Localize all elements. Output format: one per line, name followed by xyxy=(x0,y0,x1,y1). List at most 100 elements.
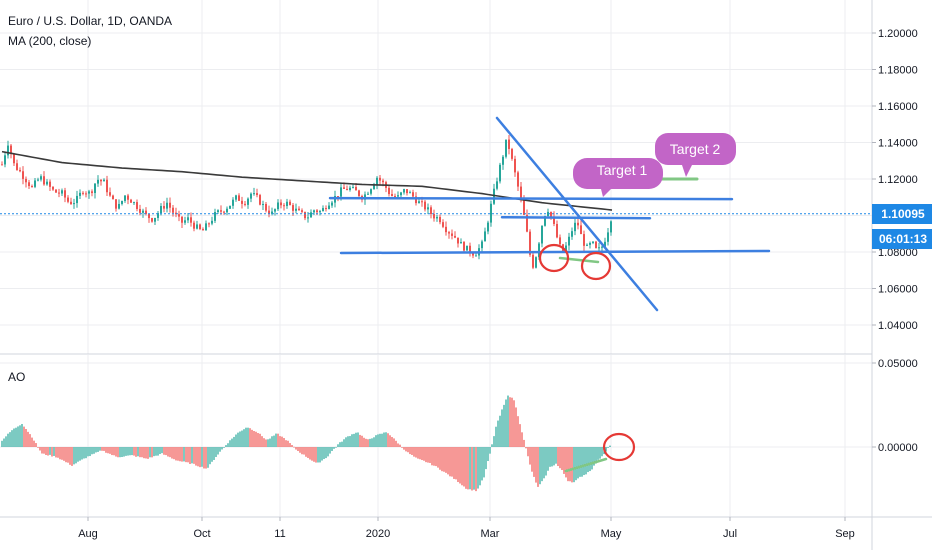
ao-bar xyxy=(361,435,363,447)
candle xyxy=(508,135,510,155)
ao-bar xyxy=(571,447,573,483)
candle xyxy=(358,189,360,198)
candle xyxy=(64,187,66,203)
candle xyxy=(232,197,234,209)
candle xyxy=(367,191,369,195)
candle xyxy=(502,155,504,170)
ao-bar xyxy=(35,443,37,447)
ao-bar xyxy=(337,444,339,447)
ao-bar xyxy=(405,447,407,452)
ao-bar xyxy=(161,447,163,454)
ao-bar xyxy=(55,447,57,458)
ao-bar xyxy=(461,447,463,486)
ao-bar xyxy=(217,447,219,455)
candle xyxy=(406,189,408,196)
ao-bar xyxy=(59,447,61,460)
candle xyxy=(331,200,333,208)
ao-bar xyxy=(27,431,29,447)
ao-bar xyxy=(71,447,73,466)
candle xyxy=(61,188,63,196)
ao-bar xyxy=(123,447,125,457)
ao-bar xyxy=(47,447,49,456)
candle xyxy=(310,209,312,218)
ao-bar xyxy=(493,436,495,447)
indicator-title[interactable]: MA (200, close) xyxy=(8,34,91,48)
candle xyxy=(397,191,399,198)
candle xyxy=(556,220,558,239)
ao-bar xyxy=(489,447,491,454)
ao-bar xyxy=(281,436,283,447)
time-tick-label: Jul xyxy=(723,528,737,540)
ao-bar xyxy=(297,447,299,452)
ao-bar xyxy=(109,447,111,454)
ao-title[interactable]: AO xyxy=(8,370,25,384)
ao-bar xyxy=(283,438,285,447)
candle xyxy=(430,205,432,219)
candle xyxy=(154,217,156,225)
ao-bar xyxy=(251,429,253,447)
candle xyxy=(76,190,78,208)
ao-bar xyxy=(233,436,235,447)
candle xyxy=(490,200,492,227)
ao-bar xyxy=(305,447,307,457)
candle xyxy=(313,209,315,215)
candle xyxy=(172,204,174,217)
candle xyxy=(277,199,279,211)
ao-bar xyxy=(589,447,591,472)
ao-bar xyxy=(413,447,415,457)
candle xyxy=(205,220,207,231)
ao-bar xyxy=(215,447,217,457)
candle xyxy=(46,179,48,186)
ao-bar xyxy=(471,447,473,491)
ao-axis[interactable]: 0.05000 0.00000 xyxy=(872,358,918,454)
ao-bar xyxy=(275,433,277,447)
ao-bar xyxy=(313,447,315,462)
time-axis[interactable]: Aug Oct 11 2020 Mar May Jul Sep xyxy=(78,517,855,540)
ao-bar xyxy=(427,447,429,463)
ao-bar xyxy=(165,447,167,456)
candle xyxy=(58,188,60,198)
ao-bar xyxy=(357,432,359,447)
ao-bar xyxy=(155,447,157,456)
candle xyxy=(580,220,582,235)
ao-bar xyxy=(133,447,135,456)
ao-bar xyxy=(389,435,391,447)
candle xyxy=(349,185,351,192)
ao-bar xyxy=(575,447,577,481)
ao-bar xyxy=(149,447,151,458)
ao-bar xyxy=(121,447,123,458)
ao-bar xyxy=(195,447,197,466)
ao-bar xyxy=(77,447,79,462)
ao-bar xyxy=(345,437,347,447)
ao-bar xyxy=(531,447,533,472)
ao-bar xyxy=(487,447,489,462)
ao-bar xyxy=(239,431,241,447)
ao-bar xyxy=(561,447,563,470)
candle xyxy=(541,225,543,248)
candle xyxy=(325,205,327,212)
candle xyxy=(571,227,573,240)
candle xyxy=(4,152,6,168)
ao-bar xyxy=(443,447,445,472)
candle xyxy=(274,208,276,216)
candle xyxy=(376,176,378,190)
ao-bar xyxy=(63,447,65,461)
ao-bar xyxy=(445,447,447,473)
ao-bar xyxy=(485,447,487,470)
candle xyxy=(19,167,21,173)
ao-bar xyxy=(91,447,93,455)
candle xyxy=(586,243,588,247)
ao-bar xyxy=(157,447,159,456)
ao-bar xyxy=(563,447,565,474)
ao-bar xyxy=(369,438,371,447)
right-shoulder-circle xyxy=(580,251,612,281)
ao-bar xyxy=(25,428,27,447)
ao-bar xyxy=(73,447,75,465)
price-axis[interactable]: 1.200001.180001.160001.140001.120001.100… xyxy=(872,28,918,332)
ao-bar xyxy=(315,447,317,463)
candle xyxy=(43,171,45,186)
candle xyxy=(262,200,264,210)
symbol-title[interactable]: Euro / U.S. Dollar, 1D, OANDA xyxy=(8,14,172,28)
candle xyxy=(217,209,219,214)
current-price-badge: 1.10095 xyxy=(872,204,932,224)
